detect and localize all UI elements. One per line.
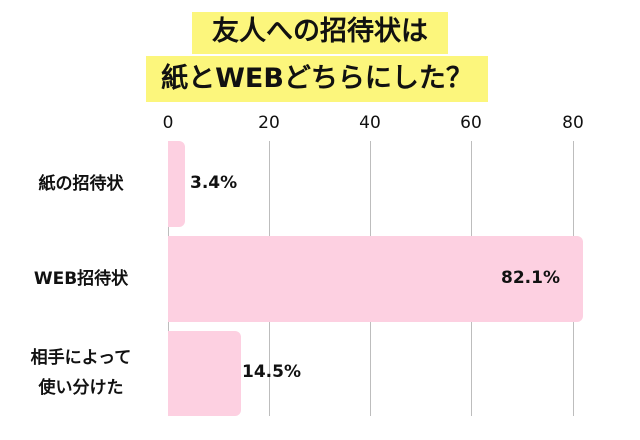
value-label-paper: 3.4%	[190, 173, 238, 193]
x-tick-40: 40	[359, 113, 381, 133]
category-label-both-line2: 使い分けた	[38, 378, 124, 398]
x-tick-80: 80	[562, 113, 584, 133]
bar-paper	[168, 141, 185, 227]
bar-web	[168, 236, 583, 322]
category-label-both-line1: 相手によって	[30, 348, 132, 368]
value-label-both: 14.5%	[242, 362, 301, 382]
category-label-web: WEB招待状	[33, 269, 129, 289]
bar-both	[168, 331, 241, 416]
x-tick-20: 20	[258, 113, 280, 133]
value-label-web: 82.1%	[501, 268, 560, 288]
x-tick-60: 60	[460, 113, 482, 133]
chart-title-line-1: 友人への招待状は	[192, 12, 448, 54]
chart-title-line-2: 紙とWEBどちらにした？	[146, 56, 488, 102]
category-label-paper: 紙の招待状	[38, 174, 124, 194]
x-tick-0: 0	[162, 113, 174, 133]
